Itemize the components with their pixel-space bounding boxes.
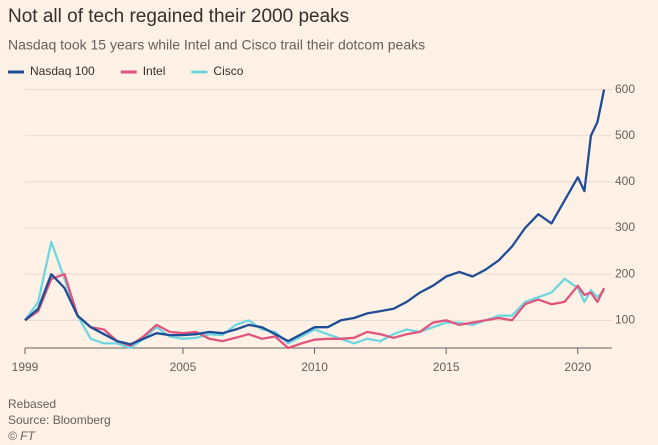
- source: Source: Bloomberg: [8, 413, 111, 427]
- x-tick-label: 2015: [433, 360, 460, 374]
- legend-label: Intel: [143, 64, 166, 78]
- note: Rebased: [8, 397, 56, 411]
- x-tick-label: 2020: [564, 360, 591, 374]
- y-tick-label: 400: [615, 174, 635, 188]
- legend: Nasdaq 100 Intel Cisco: [8, 64, 244, 78]
- x-tick-label: 2005: [170, 360, 197, 374]
- line-series: [24, 240, 605, 350]
- y-tick-label: 600: [615, 82, 635, 96]
- x-tick-label: 1999: [12, 360, 39, 374]
- x-tick-label: 2010: [301, 360, 328, 374]
- y-tick-label: 500: [615, 128, 635, 142]
- chart-subtitle: Nasdaq took 15 years while Intel and Cis…: [8, 37, 425, 53]
- line-series: [24, 89, 606, 346]
- y-tick-label: 200: [615, 266, 635, 280]
- chart-title: Not all of tech regained their 2000 peak…: [8, 6, 349, 27]
- copyright: © FT: [8, 429, 37, 443]
- plot-area: 100 200 300 400 500 600 1999 2005 2010 2015 2020: [12, 82, 636, 374]
- legend-label: Nasdaq 100: [30, 64, 95, 78]
- y-tick-label: 100: [615, 312, 635, 326]
- legend-label: Cisco: [213, 64, 243, 78]
- y-tick-label: 300: [615, 220, 635, 234]
